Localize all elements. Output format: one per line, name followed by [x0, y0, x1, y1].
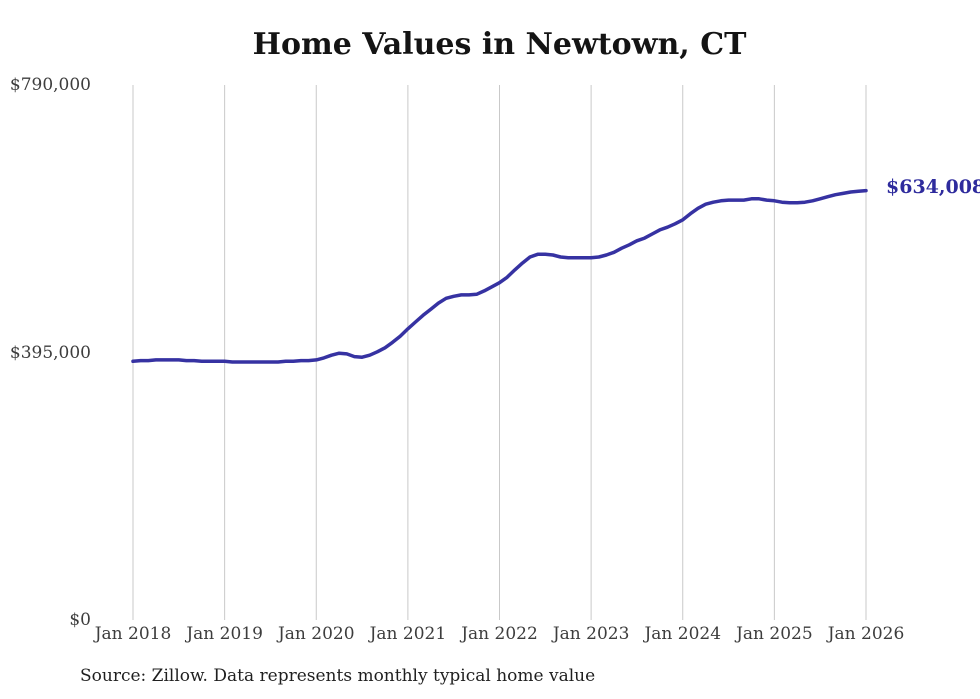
x-axis-label: Jan 2022 — [461, 624, 538, 644]
x-axis-label: Jan 2026 — [827, 624, 905, 644]
y-axis-label: $0 — [69, 610, 91, 630]
y-axis-label: $395,000 — [9, 342, 91, 363]
x-axis-label: Jan 2020 — [277, 624, 355, 644]
x-axis-label: Jan 2018 — [94, 624, 172, 644]
x-axis-label: Jan 2024 — [644, 624, 722, 644]
x-axis-label: Jan 2023 — [552, 624, 630, 644]
x-axis-label: Jan 2021 — [369, 624, 447, 644]
y-axis-label: $790,000 — [9, 75, 91, 95]
chart-title: Home Values in Newtown, CT — [252, 27, 747, 62]
final-value-label: $634,008 — [886, 175, 980, 198]
source-note: Source: Zillow. Data represents monthly … — [80, 666, 596, 686]
x-axis-label: Jan 2025 — [736, 624, 813, 644]
value-line — [131, 188, 868, 364]
x-axis-label: Jan 2019 — [186, 624, 263, 644]
